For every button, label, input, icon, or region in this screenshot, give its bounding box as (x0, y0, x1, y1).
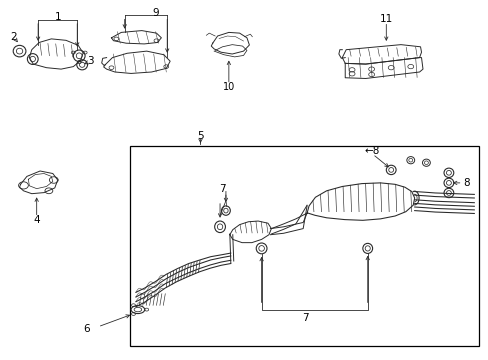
Polygon shape (29, 39, 83, 69)
Polygon shape (306, 183, 414, 220)
Text: 9: 9 (152, 8, 159, 18)
Text: 6: 6 (83, 324, 90, 334)
Text: ←8: ←8 (364, 146, 380, 156)
Polygon shape (345, 58, 422, 78)
Text: 7: 7 (301, 312, 308, 323)
Text: 3: 3 (87, 56, 94, 66)
Polygon shape (229, 221, 271, 243)
Bar (129, 146, 478, 346)
Text: 2: 2 (10, 32, 17, 42)
Polygon shape (211, 32, 249, 54)
Polygon shape (342, 45, 421, 64)
Text: 5: 5 (197, 131, 203, 141)
Text: 4: 4 (33, 215, 40, 225)
Text: 1: 1 (54, 12, 61, 22)
Text: 8: 8 (463, 178, 469, 188)
Polygon shape (103, 51, 170, 73)
Text: 7: 7 (219, 184, 225, 194)
Polygon shape (20, 171, 58, 194)
Text: 11: 11 (379, 14, 392, 24)
Text: 10: 10 (222, 82, 235, 92)
Polygon shape (111, 31, 161, 44)
